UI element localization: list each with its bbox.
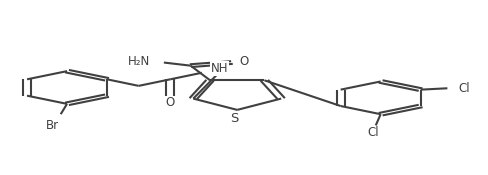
Text: Cl: Cl [367, 126, 378, 139]
Text: O: O [165, 96, 175, 109]
Text: O: O [239, 55, 248, 68]
Text: Br: Br [46, 119, 59, 132]
Text: S: S [230, 112, 239, 125]
Text: H₂N: H₂N [128, 55, 150, 68]
Text: Cl: Cl [457, 82, 469, 95]
Text: NH: NH [210, 62, 227, 75]
